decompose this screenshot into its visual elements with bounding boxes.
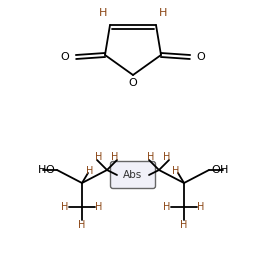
Text: H: H [95, 152, 103, 162]
FancyBboxPatch shape [110, 162, 156, 188]
Text: H: H [172, 166, 180, 176]
Text: H: H [197, 202, 205, 212]
Text: H: H [147, 152, 155, 162]
Text: H: H [163, 152, 171, 162]
Text: O: O [61, 52, 69, 62]
Text: H: H [38, 165, 46, 175]
Text: H: H [78, 220, 86, 230]
Text: O: O [129, 78, 137, 88]
Text: H: H [180, 220, 188, 230]
Text: H: H [159, 8, 167, 18]
Text: H: H [220, 165, 228, 175]
Text: H: H [163, 202, 171, 212]
Text: O: O [46, 165, 54, 175]
Text: O: O [212, 165, 220, 175]
Text: Abs: Abs [123, 170, 143, 180]
Text: O: O [197, 52, 205, 62]
Text: H: H [111, 152, 119, 162]
Text: H: H [99, 8, 107, 18]
Text: H: H [61, 202, 69, 212]
Text: H: H [95, 202, 103, 212]
Text: H: H [86, 166, 94, 176]
